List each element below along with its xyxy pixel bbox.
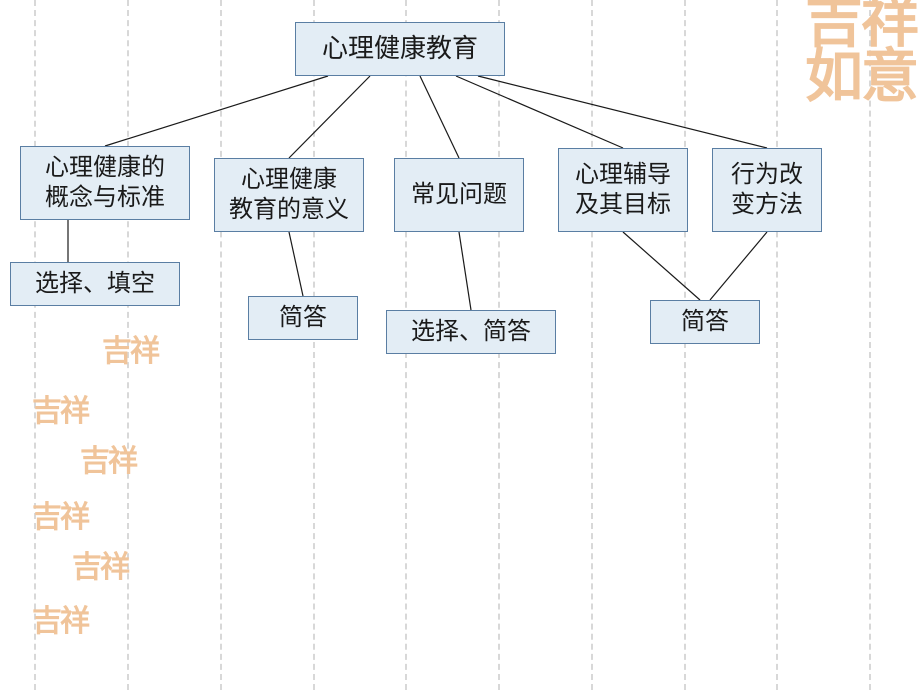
node-leaf-short-answer-1: 简答 bbox=[248, 296, 358, 340]
node-leaf-choice-short: 选择、简答 bbox=[386, 310, 556, 354]
node-label: 行为改变方法 bbox=[731, 160, 803, 220]
node-label: 选择、简答 bbox=[411, 317, 531, 347]
node-label: 心理健康教育 bbox=[322, 33, 478, 66]
node-label: 心理辅导及其目标 bbox=[575, 160, 671, 220]
node-counseling-goals: 心理辅导及其目标 bbox=[558, 148, 688, 232]
node-label: 心理健康教育的意义 bbox=[229, 165, 349, 225]
node-concept-standard: 心理健康的概念与标准 bbox=[20, 146, 190, 220]
node-common-issues: 常见问题 bbox=[394, 158, 524, 232]
node-label: 简答 bbox=[279, 303, 327, 333]
node-label: 心理健康的概念与标准 bbox=[45, 153, 165, 213]
node-leaf-short-answer-2: 简答 bbox=[650, 300, 760, 344]
node-label: 选择、填空 bbox=[35, 269, 155, 299]
node-leaf-choice-fill: 选择、填空 bbox=[10, 262, 180, 306]
node-meaning: 心理健康教育的意义 bbox=[214, 158, 364, 232]
node-label: 常见问题 bbox=[411, 180, 507, 210]
node-root: 心理健康教育 bbox=[295, 22, 505, 76]
node-behavior-change: 行为改变方法 bbox=[712, 148, 822, 232]
node-label: 简答 bbox=[681, 307, 729, 337]
